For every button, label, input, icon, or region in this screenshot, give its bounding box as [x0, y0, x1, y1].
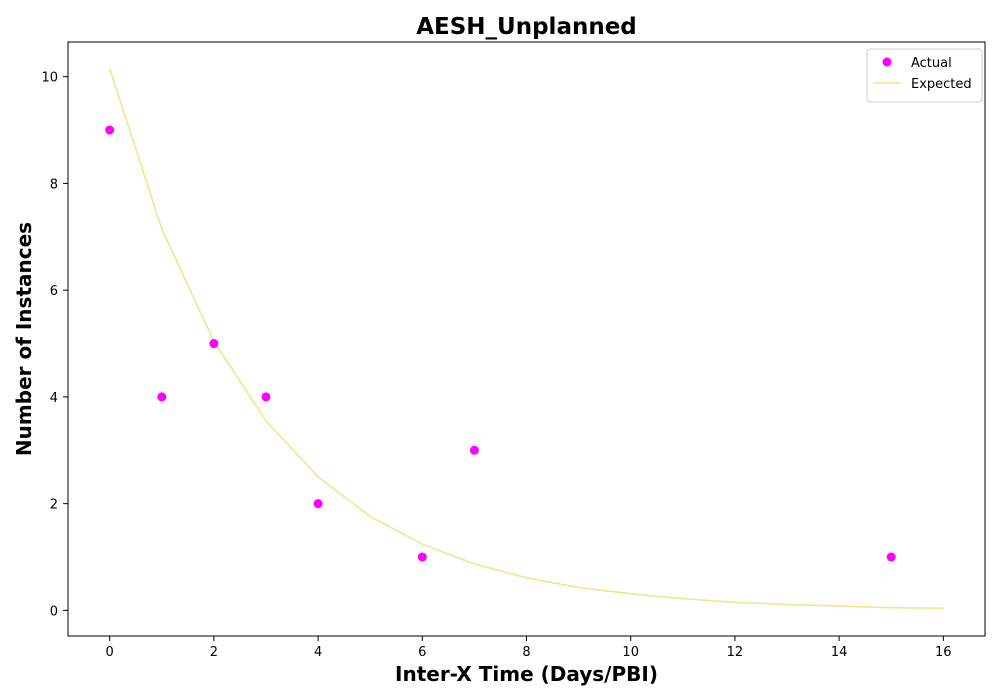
y-tick-label: 4: [50, 391, 58, 406]
legend: Actual Expected: [866, 48, 983, 103]
legend-label: Expected: [911, 77, 972, 92]
actual-point: [105, 125, 115, 135]
y-tick-label: 2: [50, 498, 58, 513]
x-tick-label: 0: [106, 645, 114, 660]
legend-label: Actual: [911, 56, 952, 71]
y-tick-label: 10: [41, 71, 58, 86]
plot-frame: [67, 41, 986, 637]
x-tick-label: 16: [935, 645, 952, 660]
x-tick-label: 10: [622, 645, 639, 660]
actual-point: [209, 339, 219, 349]
x-tick-label: 8: [522, 645, 530, 660]
actual-point: [261, 392, 271, 402]
x-tick-label: 6: [418, 645, 426, 660]
x-tick-label: 14: [831, 645, 848, 660]
y-tick-label: 6: [50, 284, 58, 299]
x-tick-label: 4: [314, 645, 322, 660]
y-axis-title: Number of Instances: [12, 222, 36, 456]
legend-box: [866, 48, 983, 103]
actual-point: [469, 445, 479, 455]
x-axis-title: Inter-X Time (Days/PBI): [395, 662, 658, 686]
y-tick-label: 8: [50, 177, 58, 192]
plot-area: 0 2 4 6 8 10 12 14 16 0 2 4 6 8 10: [41, 41, 986, 660]
legend-marker-actual: [882, 57, 892, 67]
actual-point: [417, 552, 427, 562]
x-tick-label: 12: [727, 645, 744, 660]
x-tick-label: 2: [210, 645, 218, 660]
actual-point: [313, 499, 323, 509]
actual-point: [157, 392, 167, 402]
chart-title: AESH_Unplanned: [416, 14, 637, 40]
actual-point: [886, 552, 896, 562]
expected-line: [108, 68, 944, 610]
y-tick-label: 0: [50, 604, 58, 619]
